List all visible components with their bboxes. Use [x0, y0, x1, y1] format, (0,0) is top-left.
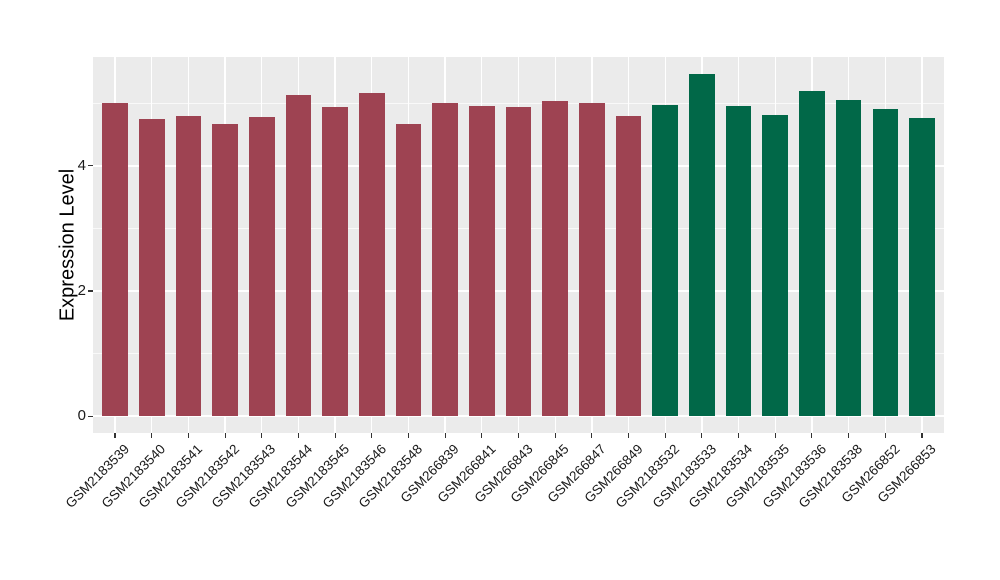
x-tick-mark — [884, 433, 886, 438]
x-tick-mark — [297, 433, 299, 438]
bar — [358, 93, 385, 417]
bar — [615, 116, 642, 417]
bar — [432, 103, 458, 417]
x-tick-mark — [701, 433, 703, 438]
x-tick-mark — [774, 433, 776, 438]
x-tick-mark — [811, 433, 813, 438]
y-tick-mark — [88, 165, 93, 167]
bar — [505, 107, 532, 417]
y-tick-label: 4 — [77, 156, 86, 174]
bar — [835, 99, 862, 417]
x-tick-mark — [151, 433, 153, 438]
minor-gridline — [93, 102, 944, 104]
y-tick-label: 0 — [77, 407, 86, 425]
bar — [322, 107, 348, 417]
x-tick-mark — [848, 433, 850, 438]
y-tick-mark — [88, 290, 93, 292]
bar — [799, 91, 825, 417]
bar — [102, 103, 128, 417]
bar — [175, 116, 202, 417]
bar — [762, 115, 789, 417]
x-tick-mark — [738, 433, 740, 438]
bar — [285, 94, 312, 417]
plot-panel — [93, 57, 944, 433]
x-tick-mark — [627, 433, 630, 438]
y-tick-mark — [88, 415, 93, 417]
bar — [725, 105, 752, 417]
bar — [542, 101, 568, 417]
x-tick-mark — [187, 433, 189, 438]
x-tick-mark — [591, 433, 593, 438]
x-tick-mark — [371, 433, 373, 438]
x-tick-mark — [517, 433, 520, 438]
x-tick-mark — [664, 433, 666, 438]
major-gridline — [93, 415, 944, 417]
x-tick-mark — [407, 433, 410, 438]
x-tick-mark — [114, 433, 116, 438]
x-tick-mark — [554, 433, 556, 438]
y-tick-label: 2 — [77, 282, 86, 299]
bar — [689, 73, 715, 417]
bar — [579, 102, 605, 417]
bar — [248, 117, 275, 417]
bar — [872, 108, 899, 417]
x-tick-mark — [444, 433, 446, 438]
bar — [212, 123, 238, 417]
bar — [395, 123, 422, 417]
x-tick-mark — [261, 433, 263, 438]
x-tick-mark — [481, 433, 483, 438]
bar — [652, 104, 679, 417]
x-tick-mark — [334, 433, 336, 438]
bar — [469, 105, 495, 417]
bar — [138, 118, 165, 417]
x-tick-mark — [224, 433, 226, 438]
x-tick-mark — [921, 433, 923, 438]
bar — [909, 118, 935, 417]
